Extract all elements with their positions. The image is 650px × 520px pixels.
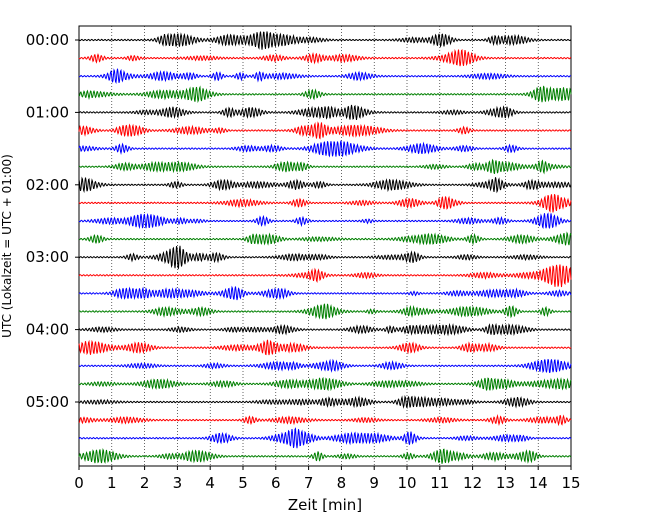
x-axis-label: Zeit [min] (288, 496, 362, 514)
y-axis-label: UTC (Lokalzeit = UTC + 01:00) (0, 154, 14, 338)
seismic-trace-00:30 (78, 68, 572, 84)
seismic-trace-01:15 (78, 121, 572, 140)
seismic-trace-05:30 (78, 427, 572, 449)
x-tick-label: 11 (430, 474, 449, 492)
seismic-trace-04:15 (78, 339, 572, 356)
seismic-trace-04:30 (78, 358, 572, 374)
seismic-trace-01:30 (78, 140, 572, 158)
seismic-trace-00:00 (78, 31, 572, 50)
y-tick-label: 02:00 (26, 176, 69, 194)
seismic-trace-02:45 (78, 231, 572, 246)
y-tick-label: 04:00 (26, 321, 69, 339)
plot-area-frame (78, 25, 572, 467)
x-tick-label: 6 (271, 474, 281, 492)
y-tick-label: 00:00 (26, 31, 69, 49)
x-tick-label: 0 (74, 474, 84, 492)
seismic-trace-04:00 (78, 322, 572, 337)
y-tick-label: 03:00 (26, 248, 69, 266)
x-tick-label: 14 (529, 474, 548, 492)
x-tick-label: 13 (496, 474, 515, 492)
x-axis-ticks: 0 1 2 3 4 5 6 7 8 9 10 11 12 13 14 15 (74, 466, 581, 492)
x-tick-label: 3 (173, 474, 183, 492)
x-tick-label: 7 (304, 474, 314, 492)
seismic-trace-03:45 (78, 303, 572, 320)
seismic-trace-00:15 (78, 48, 572, 67)
x-tick-label: 5 (238, 474, 248, 492)
seismic-trace-02:15 (78, 194, 572, 213)
seismic-trace-01:45 (78, 158, 572, 175)
x-tick-label: 8 (337, 474, 347, 492)
y-axis-ticks: 00:00 01:00 02:00 03:00 04:00 05:00 (26, 31, 79, 411)
seismic-trace-05:15 (78, 414, 572, 427)
seismic-trace-01:00 (78, 104, 572, 121)
y-tick-label: 05:00 (26, 393, 69, 411)
seismic-trace-03:00 (78, 245, 572, 270)
x-tick-label: 9 (369, 474, 379, 492)
seismic-trace-03:30 (78, 285, 572, 301)
seismic-trace-05:45 (78, 447, 572, 464)
seismic-trace-00:45 (78, 85, 572, 104)
x-tick-label: 2 (140, 474, 150, 492)
grid-lines (111, 26, 539, 466)
seismic-trace-04:45 (78, 376, 572, 392)
seismic-trace-05:00 (78, 394, 572, 409)
y-tick-label: 01:00 (26, 103, 69, 121)
x-tick-label: 15 (561, 474, 580, 492)
seismic-trace-02:30 (78, 212, 572, 230)
trace-group (78, 31, 572, 464)
seismic-trace-02:00 (78, 176, 572, 194)
x-tick-label: 10 (397, 474, 416, 492)
x-tick-label: 12 (463, 474, 482, 492)
x-tick-label: 4 (205, 474, 215, 492)
seismic-trace-03:15 (78, 264, 572, 288)
x-tick-label: 1 (107, 474, 117, 492)
